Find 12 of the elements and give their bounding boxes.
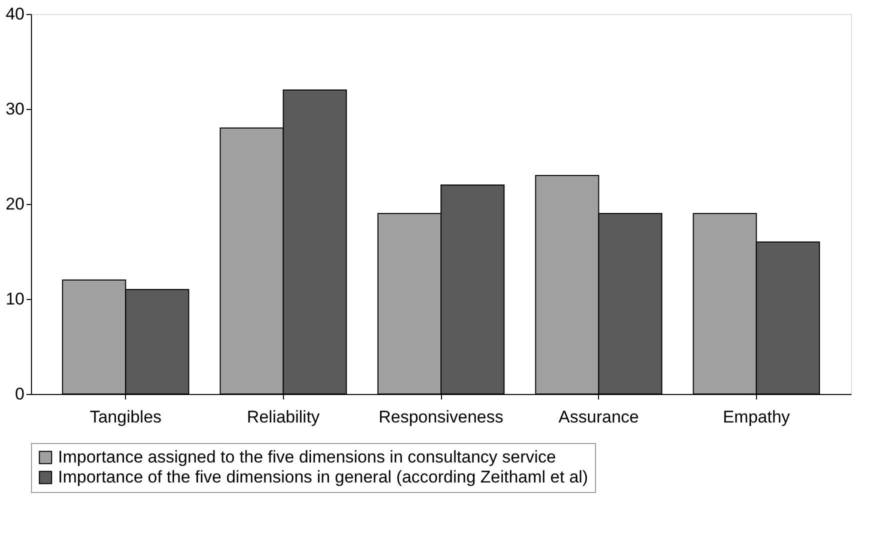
y-tick-label: 30 xyxy=(6,100,24,118)
y-tick-label: 20 xyxy=(6,194,24,214)
y-tick-label: 0 xyxy=(15,384,24,404)
legend-label: Importance assigned to the five dimensions in consultancy service xyxy=(58,448,556,466)
legend-label: Importance of the five dimensions in general (according Zeithaml et al) xyxy=(58,468,588,486)
y-tick-label: 40 xyxy=(6,4,24,24)
x-tick-label: Reliability xyxy=(246,408,320,426)
x-tick-label: Responsiveness xyxy=(378,408,504,426)
x-tick-label: Assurance xyxy=(558,408,639,426)
y-tick-label: 10 xyxy=(6,290,24,308)
x-tick-label: Empathy xyxy=(722,408,790,426)
x-tick-label: Tangibles xyxy=(90,408,162,426)
